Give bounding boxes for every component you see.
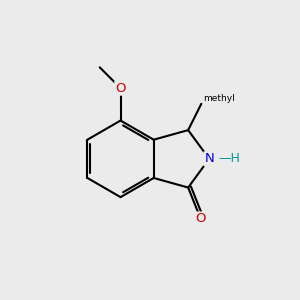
Text: N: N [204, 152, 214, 165]
Text: O: O [196, 212, 206, 226]
Text: —H: —H [219, 152, 241, 165]
Text: methyl: methyl [203, 94, 235, 103]
Text: O: O [115, 82, 126, 95]
